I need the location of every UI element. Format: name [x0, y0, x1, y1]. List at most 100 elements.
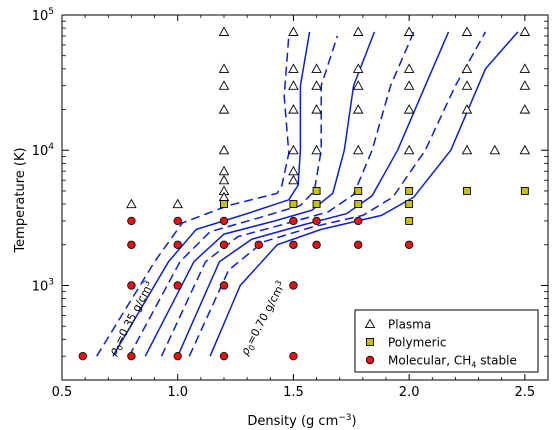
plasma-point [288, 174, 299, 185]
plasma-point [311, 80, 322, 90]
molecular-point [254, 240, 263, 249]
polymeric-point [312, 186, 321, 195]
plasma-point [288, 165, 299, 176]
polymeric-point [312, 200, 321, 209]
plasma-point [288, 80, 299, 90]
molecular-point [127, 240, 136, 249]
legend-label: Molecular, CH4 stable [388, 354, 517, 370]
molecular-point [404, 240, 414, 249]
plasma-point [461, 63, 473, 73]
legend-marker-molecular [365, 355, 375, 365]
molecular-point [173, 351, 182, 361]
molecular-point [127, 351, 136, 361]
plasma-point [403, 80, 415, 90]
plasma-point [352, 144, 364, 155]
plasma-point [126, 198, 137, 209]
plasma-point [352, 104, 364, 114]
plasma-point [519, 144, 531, 155]
molecular-point [78, 351, 88, 361]
legend-label: Polymeric [388, 336, 447, 350]
isentrope-line-4 [144, 31, 376, 357]
molecular-point [173, 240, 182, 249]
molecular-point [289, 216, 298, 226]
y-tick-label: 105 [32, 7, 54, 24]
plasma-point [352, 80, 364, 90]
plasma-point [403, 63, 415, 73]
plasma-point [311, 144, 322, 155]
plasma-point [172, 198, 183, 209]
x-tick-label: 2.5 [515, 385, 536, 400]
plasma-point [288, 104, 299, 114]
legend-marker-plasma [364, 318, 376, 329]
tick-labels: 0.5 1.0 1.5 2.0 2.5 103 104 105 [32, 7, 535, 400]
x-axis-label: Density (g cm−3) [247, 413, 356, 429]
plasma-point [288, 26, 299, 36]
plasma-point [461, 144, 473, 155]
molecular-point [127, 281, 136, 290]
molecular-point [312, 216, 321, 226]
molecular-point [219, 281, 229, 290]
x-tick-label: 2.0 [399, 385, 420, 400]
molecular-point [289, 281, 298, 290]
isentrope-line-8 [209, 31, 519, 357]
molecular-point [219, 216, 229, 226]
x-tick-label: 1.5 [283, 385, 304, 400]
plasma-point [218, 63, 230, 73]
plasma-point [519, 80, 531, 90]
plasma-point [403, 26, 415, 36]
plasma-point [489, 144, 501, 155]
plasma-point [519, 104, 531, 114]
x-axis-label-superscript: −3 [338, 413, 351, 423]
y-axis-label: Temperature (K) [13, 147, 28, 253]
plasma-point [218, 174, 230, 185]
plasma-point [218, 26, 230, 36]
plasma-point [519, 26, 531, 36]
plot-frame [61, 14, 549, 381]
polymeric-point [354, 186, 363, 195]
isentrope-line-5 [160, 31, 415, 357]
plasma-point [218, 80, 230, 90]
plasma-point [352, 63, 364, 73]
plasma-point [218, 104, 230, 114]
plasma-point [403, 144, 415, 155]
polymeric-point [463, 186, 471, 195]
polymeric-point [405, 200, 414, 209]
plasma-point [461, 26, 473, 36]
plasma-point [218, 144, 230, 155]
molecular-point [173, 281, 182, 290]
isentrope-line-6 [177, 31, 450, 357]
molecular-point [354, 240, 363, 249]
polymeric-point [220, 200, 228, 209]
polymeric-point [405, 186, 414, 195]
plasma-point [352, 26, 364, 36]
legend-box [354, 309, 539, 373]
molecular-point [173, 216, 182, 226]
plasma-point [288, 63, 299, 73]
molecular-point [289, 351, 298, 361]
legend: Plasma Polymeric Molecular, CH4 stable [354, 309, 539, 373]
plasma-point [403, 104, 415, 114]
isentrope-line-7 [188, 31, 487, 357]
plasma-point [461, 80, 473, 90]
molecular-point [219, 351, 229, 361]
legend-label: Plasma [388, 318, 431, 332]
plasma-point [311, 63, 322, 73]
polymeric-point [520, 186, 529, 195]
molecular-point [219, 240, 229, 249]
molecular-point [312, 240, 321, 249]
plasma-point [288, 144, 299, 155]
plasma-point [311, 104, 322, 114]
plasma-point [461, 104, 473, 114]
x-tick-label: 0.5 [52, 385, 73, 400]
data-points [78, 26, 531, 361]
plasma-point [519, 63, 531, 73]
x-tick-label: 1.0 [167, 385, 188, 400]
polymeric-point [405, 216, 414, 225]
isentrope-line-3 [128, 35, 339, 357]
molecular-point [289, 240, 298, 249]
polymeric-point [289, 200, 298, 209]
isentrope-line-2 [112, 31, 311, 357]
y-tick-label: 103 [32, 277, 54, 294]
